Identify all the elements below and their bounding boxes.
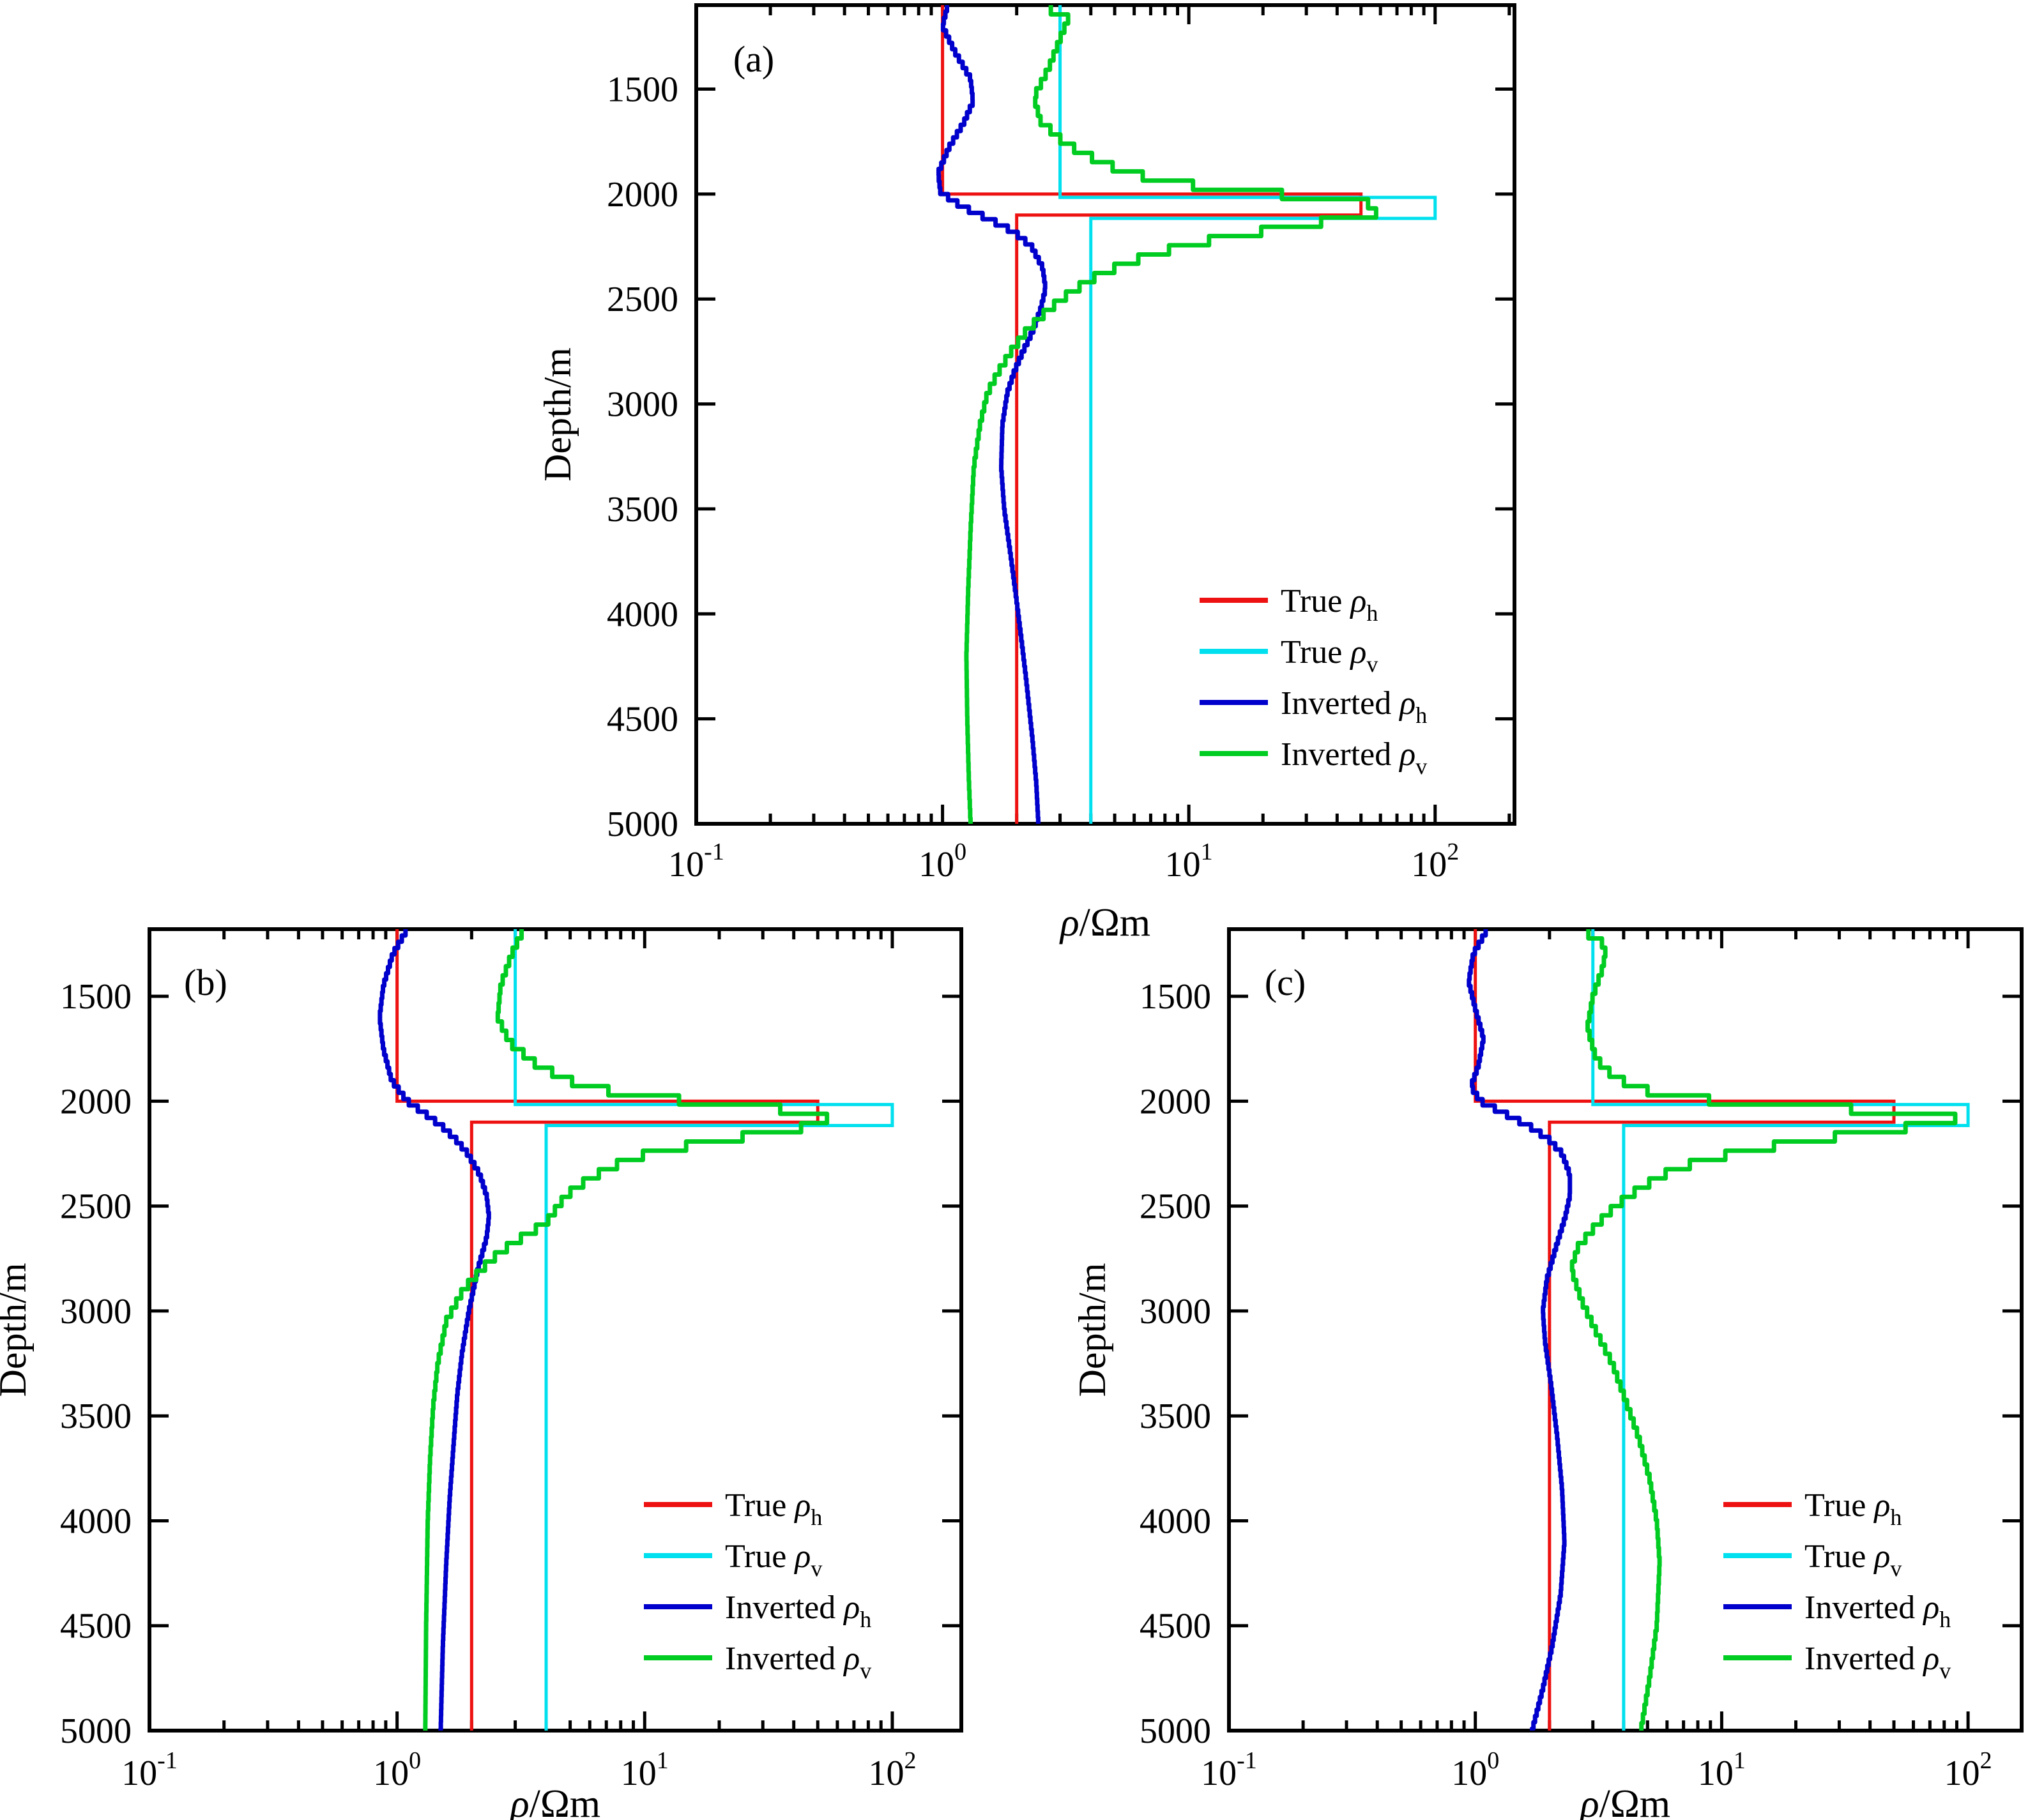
legend-label: True ρv bbox=[1281, 634, 1378, 677]
y-tick-label: 2500 bbox=[607, 280, 678, 319]
series-true-rho-v bbox=[1591, 929, 1970, 1731]
panel-label: (b) bbox=[184, 962, 227, 1003]
legend-label: True ρh bbox=[1804, 1487, 1902, 1530]
y-tick-label: 2500 bbox=[1140, 1187, 1211, 1227]
x-axis-label: ρ/Ωm bbox=[1059, 901, 1150, 944]
legend-label: True ρv bbox=[1804, 1538, 1902, 1581]
axis-ticks bbox=[148, 929, 961, 1733]
axis-ticks bbox=[1227, 929, 2022, 1733]
series-inverted-rho-h bbox=[1467, 929, 1573, 1731]
legend: True ρh True ρv Inverted ρh Inverted ρv bbox=[1723, 1487, 1951, 1683]
legend-label: Inverted ρh bbox=[1804, 1589, 1951, 1632]
y-tick-label: 4000 bbox=[607, 595, 678, 634]
series-group bbox=[1467, 929, 1970, 1731]
series-inverted-rho-v bbox=[964, 5, 1378, 824]
y-tick-label: 1500 bbox=[1140, 977, 1211, 1017]
x-tick-label: 102 bbox=[868, 1747, 916, 1793]
y-tick-label: 5000 bbox=[60, 1711, 132, 1751]
legend-label: Inverted ρv bbox=[1804, 1641, 1951, 1683]
legend: True ρh True ρv Inverted ρh Inverted ρv bbox=[1200, 583, 1427, 779]
x-tick-label: 10-1 bbox=[1201, 1747, 1257, 1793]
y-tick-label: 4500 bbox=[60, 1607, 132, 1646]
x-tick-label: 101 bbox=[1165, 838, 1213, 884]
series-group bbox=[936, 5, 1437, 824]
panel-label: (c) bbox=[1265, 962, 1306, 1003]
y-tick-label: 3000 bbox=[60, 1292, 132, 1331]
x-tick-label: 102 bbox=[1944, 1747, 1992, 1793]
y-tick-label: 4500 bbox=[607, 700, 678, 739]
y-axis-label: Depth/m bbox=[1071, 1263, 1113, 1397]
legend-label: Inverted ρh bbox=[725, 1589, 871, 1632]
plot-border bbox=[694, 3, 1516, 826]
y-tick-label: 2000 bbox=[1140, 1082, 1211, 1121]
legend-label: Inverted ρv bbox=[725, 1641, 871, 1683]
panel-a: 10-1 100 101 102 1500 2000 2500 3000 3500 4000 450… bbox=[537, 3, 1516, 944]
y-tick-label: 4000 bbox=[1140, 1501, 1211, 1541]
legend-label: True ρv bbox=[725, 1538, 822, 1581]
x-axis-label: ρ/Ωm bbox=[509, 1782, 600, 1820]
legend-label: True ρh bbox=[1281, 583, 1378, 626]
y-tick-label: 4500 bbox=[1140, 1607, 1211, 1646]
y-tick-label: 3500 bbox=[60, 1397, 132, 1436]
panel-b: 10-1 100 101 102 1500 2000 2500 3000 3500 4000 450… bbox=[0, 927, 963, 1820]
legend: True ρh True ρv Inverted ρh Inverted ρv bbox=[644, 1487, 871, 1683]
legend-label: Inverted ρv bbox=[1281, 736, 1427, 779]
y-tick-label: 5000 bbox=[607, 805, 678, 844]
series-true-rho-v bbox=[514, 929, 894, 1731]
x-tick-label: 101 bbox=[1698, 1747, 1746, 1793]
legend-label: True ρh bbox=[725, 1487, 822, 1530]
legend-label: Inverted ρh bbox=[1281, 685, 1427, 728]
series-inverted-rho-v bbox=[423, 929, 830, 1731]
y-tick-label: 3500 bbox=[1140, 1397, 1211, 1436]
x-tick-label: 10-1 bbox=[668, 838, 724, 884]
y-tick-label: 3000 bbox=[607, 385, 678, 425]
x-tick-label: 10-1 bbox=[121, 1747, 178, 1793]
series-group bbox=[378, 929, 894, 1731]
y-tick-label: 4000 bbox=[60, 1501, 132, 1541]
y-tick-label: 1500 bbox=[607, 70, 678, 109]
y-tick-label: 2500 bbox=[60, 1187, 132, 1227]
panel-c: 10-1 100 101 102 1500 2000 2500 3000 3500 4000 450… bbox=[1071, 927, 2024, 1820]
series-inverted-rho-h bbox=[378, 929, 491, 1731]
y-tick-label: 3500 bbox=[607, 490, 678, 529]
y-tick-label: 2000 bbox=[60, 1082, 132, 1121]
y-axis-label: Depth/m bbox=[537, 347, 579, 482]
series-inverted-rho-h bbox=[936, 5, 1048, 824]
y-axis-label: Depth/m bbox=[0, 1263, 34, 1397]
x-tick-label: 101 bbox=[621, 1747, 669, 1793]
x-tick-label: 102 bbox=[1411, 838, 1459, 884]
series-inverted-rho-v bbox=[1569, 929, 1958, 1731]
y-tick-label: 5000 bbox=[1140, 1711, 1211, 1751]
y-tick-label: 3000 bbox=[1140, 1292, 1211, 1331]
x-tick-label: 100 bbox=[373, 1747, 421, 1793]
y-tick-label: 1500 bbox=[60, 977, 132, 1017]
x-axis-label: ρ/Ωm bbox=[1579, 1782, 1670, 1820]
plot-border bbox=[148, 927, 963, 1733]
series-true-rho-v bbox=[1058, 5, 1437, 824]
panel-label: (a) bbox=[733, 38, 774, 80]
plot-border bbox=[1227, 927, 2024, 1733]
x-tick-label: 100 bbox=[919, 838, 966, 884]
y-tick-label: 2000 bbox=[607, 175, 678, 215]
x-tick-label: 100 bbox=[1451, 1747, 1499, 1793]
